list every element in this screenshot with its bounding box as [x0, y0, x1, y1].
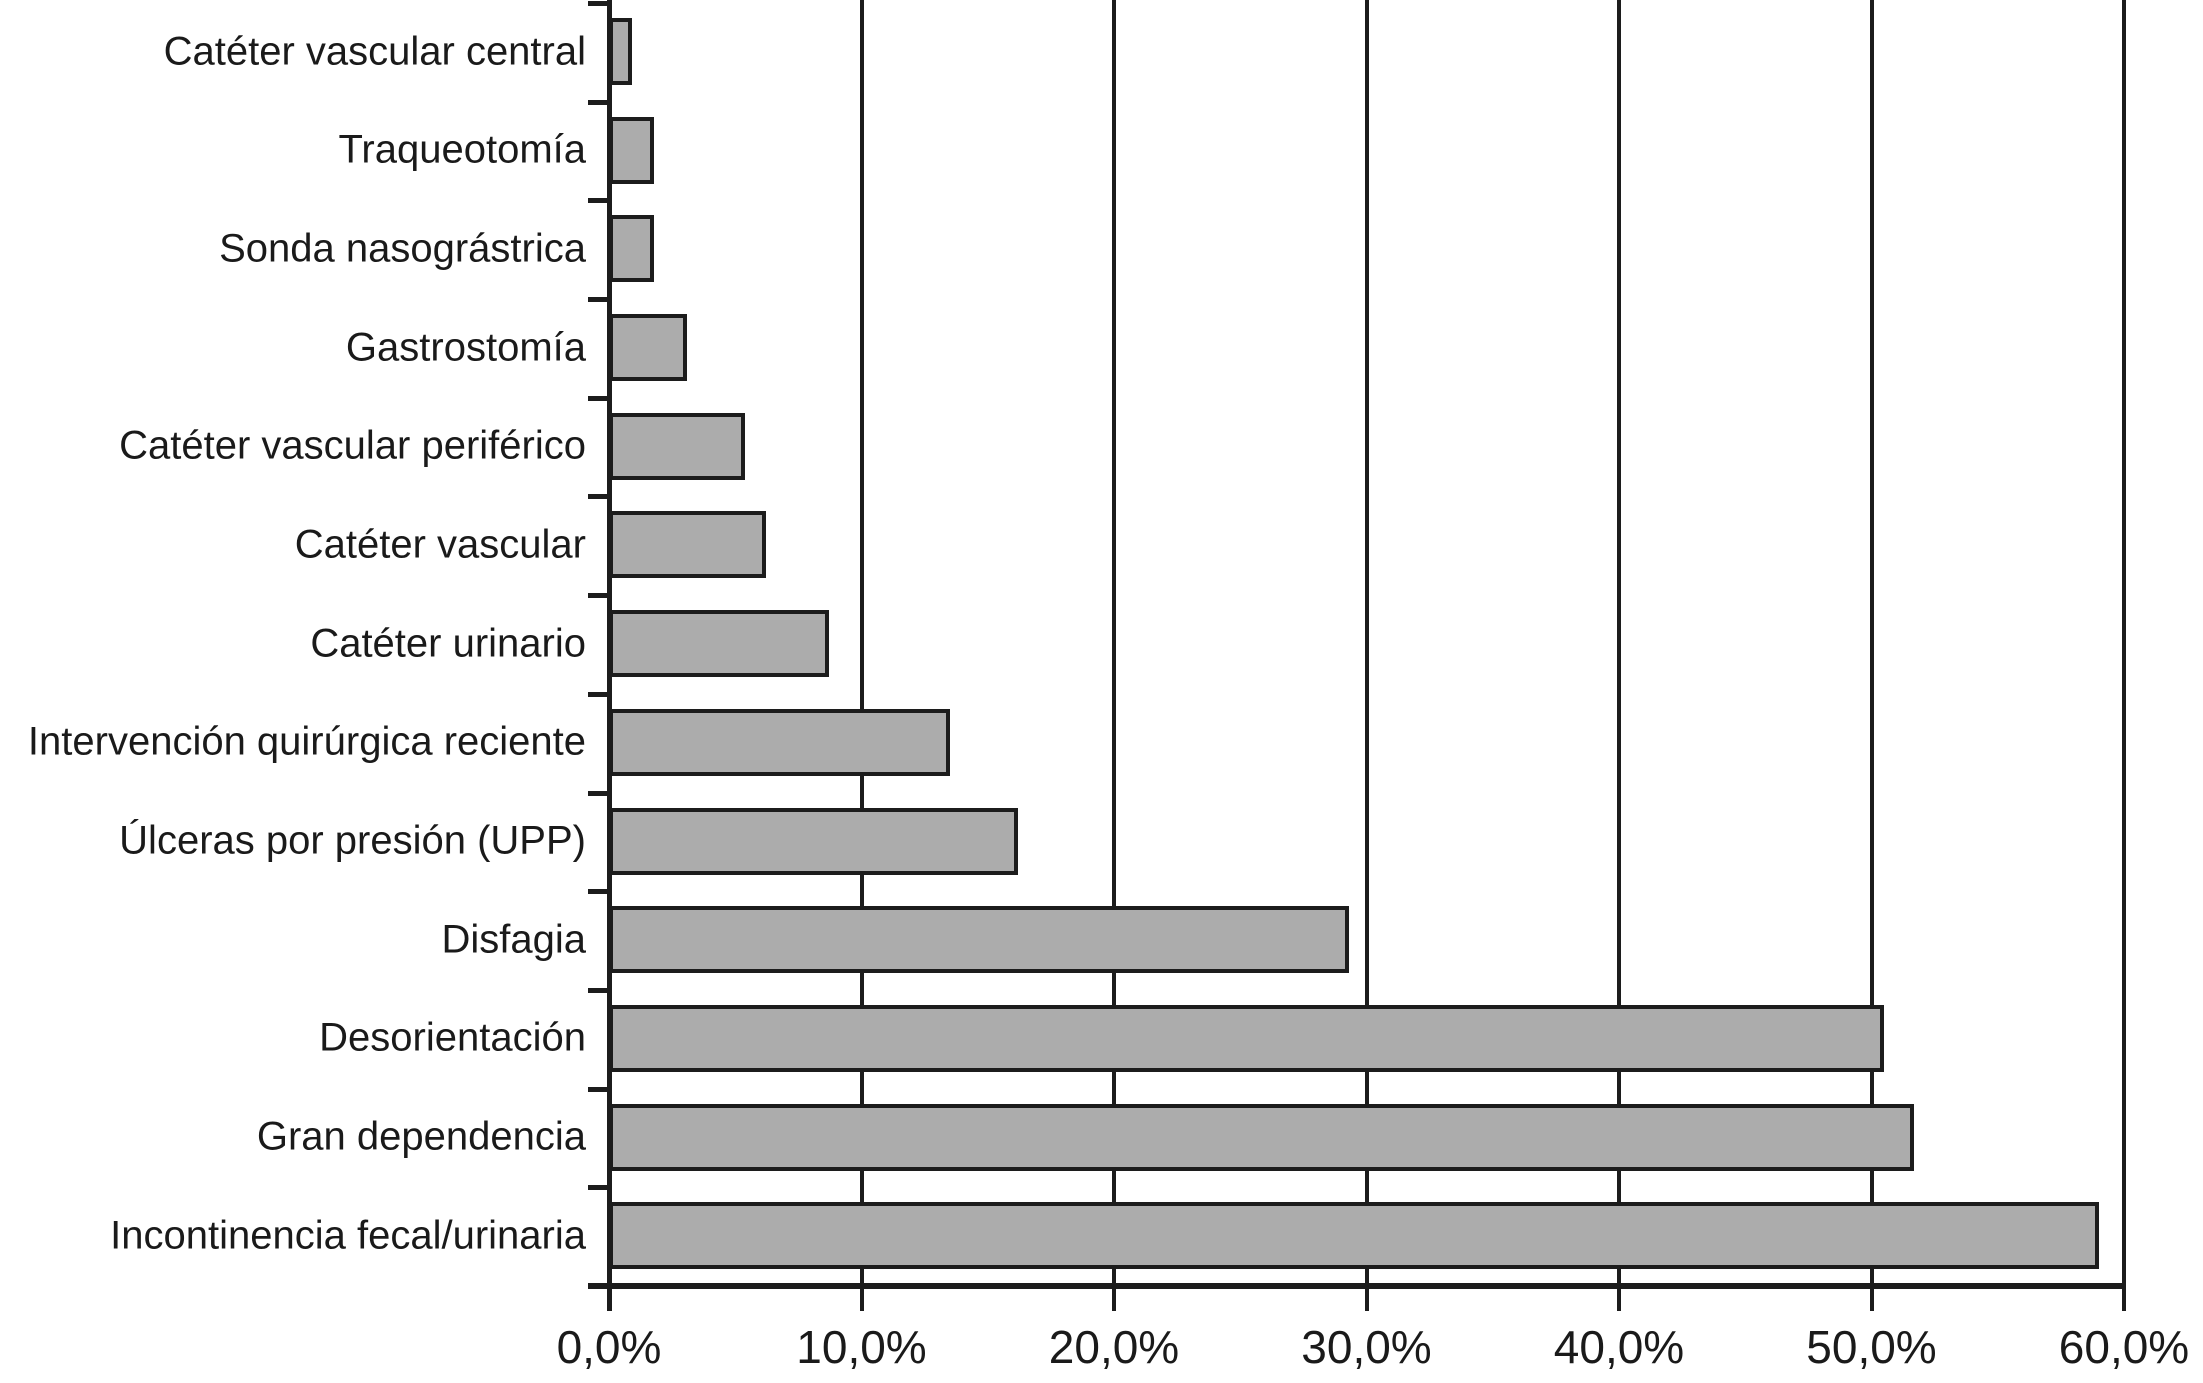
category-label: Traqueotomía — [338, 127, 586, 172]
y-axis-tick-10 — [588, 987, 609, 993]
bar-2 — [609, 215, 655, 283]
bar-4 — [609, 412, 746, 480]
category-label: Disfagia — [441, 917, 586, 962]
category-label: Gran dependencia — [256, 1114, 586, 1159]
bar-8 — [609, 807, 1019, 875]
y-axis-tick-2 — [588, 198, 609, 204]
y-axis-tick-6 — [588, 593, 609, 599]
y-axis-tick-7 — [588, 691, 609, 697]
category-label: Catéter vascular periférico — [119, 423, 586, 468]
category-label: Incontinencia fecal/urinaria — [110, 1213, 586, 1258]
category-label: Catéter vascular — [294, 522, 586, 567]
bar-6 — [609, 610, 829, 678]
x-axis-tick-label: 40,0% — [1553, 1321, 1685, 1373]
gridline-20,0% — [1112, 0, 1116, 1311]
gridline-60,0% — [2122, 0, 2126, 1311]
y-axis-tick-9 — [588, 889, 609, 895]
y-axis-tick-3 — [588, 297, 609, 303]
bar-1 — [609, 116, 655, 184]
y-axis-tick-8 — [588, 790, 609, 796]
category-label: Catéter urinario — [310, 621, 586, 666]
category-label: Desorientación — [319, 1015, 586, 1060]
gridline-50,0% — [1869, 0, 1874, 1311]
x-axis-tick-label: 60,0% — [2058, 1321, 2190, 1373]
y-axis-tick-0 — [588, 1, 609, 6]
y-axis-tick-1 — [588, 99, 609, 105]
y-axis-tick-11 — [588, 1086, 609, 1092]
bar-9 — [609, 906, 1349, 974]
x-axis-tick-label: 50,0% — [1806, 1321, 1937, 1373]
x-axis-line — [588, 1283, 2126, 1289]
gridline-10,0% — [859, 0, 864, 1311]
category-label: Úlceras por presión (UPP) — [119, 818, 586, 863]
bar-12 — [609, 1202, 2099, 1270]
category-label: Intervención quirúrgica reciente — [27, 719, 586, 764]
gridline-30,0% — [1364, 0, 1369, 1311]
x-axis-tick-label: 10,0% — [796, 1321, 927, 1373]
y-axis-tick-5 — [588, 494, 609, 500]
y-axis-tick-4 — [588, 395, 609, 401]
category-label: Gastrostomía — [345, 325, 586, 370]
bar-3 — [609, 314, 688, 382]
category-label: Sonda nasográstrica — [219, 226, 586, 271]
x-axis-tick-label: 20,0% — [1048, 1321, 1180, 1373]
bar-5 — [609, 511, 766, 579]
category-label: Catéter vascular central — [163, 29, 586, 73]
bar-0 — [609, 18, 632, 85]
y-axis-tick-12 — [588, 1185, 609, 1191]
x-axis-tick-label: 0,0% — [556, 1321, 662, 1373]
bar-7 — [609, 708, 950, 776]
x-axis-tick-label: 30,0% — [1301, 1321, 1432, 1373]
gridline-40,0% — [1617, 0, 1621, 1311]
bar-11 — [609, 1103, 1915, 1171]
bar-10 — [609, 1004, 1885, 1072]
